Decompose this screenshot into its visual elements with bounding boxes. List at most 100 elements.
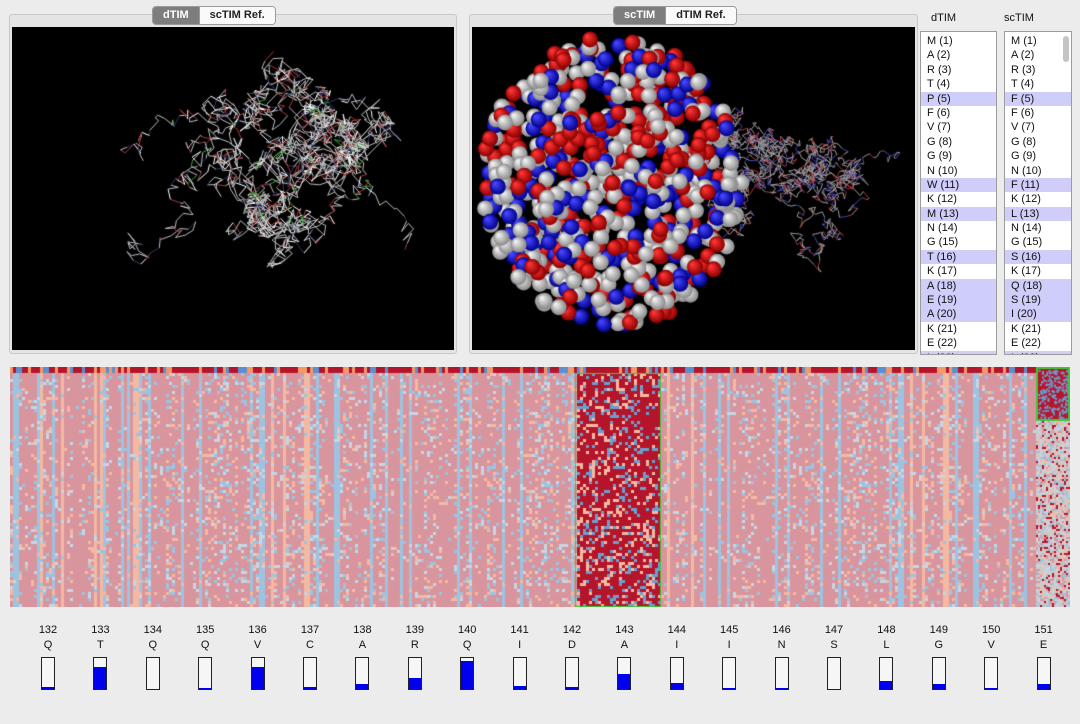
conservation-fill: [408, 678, 421, 689]
residue-list-item[interactable]: F (11): [1005, 177, 1071, 193]
residue-list-item[interactable]: V (7): [1011, 121, 1035, 134]
residue-list-item[interactable]: N (14): [927, 222, 958, 235]
residue-letter: T: [97, 639, 104, 651]
residue-list-item[interactable]: L (23): [921, 350, 996, 354]
position-number: 143: [615, 624, 634, 636]
position-column[interactable]: 137 C: [290, 624, 330, 690]
residue-list-item[interactable]: K (21): [1011, 322, 1041, 335]
conservation-bar: [512, 657, 527, 690]
left-viewer-tabs: dTIM scTIM Ref.: [152, 6, 276, 25]
residue-list-item[interactable]: L (23): [1005, 350, 1071, 354]
position-column[interactable]: 143 A: [604, 624, 644, 690]
position-number: 142: [562, 624, 582, 636]
position-column[interactable]: 149 G: [919, 624, 959, 690]
position-column[interactable]: 133 T: [80, 624, 120, 690]
residue-list-item[interactable]: A (2): [927, 49, 951, 62]
residue-list-item[interactable]: K (17): [927, 265, 957, 278]
conservation-bar: [41, 657, 55, 690]
residue-list-item[interactable]: S (16): [1005, 249, 1071, 265]
residue-list-item[interactable]: G (8): [1011, 135, 1037, 148]
residue-list-item[interactable]: G (15): [927, 236, 959, 249]
tab-dtim-ref[interactable]: dTIM Ref.: [665, 7, 736, 24]
conservation-fill: [1037, 684, 1050, 689]
residue-list-item[interactable]: G (8): [927, 135, 953, 148]
position-column[interactable]: 139 R: [395, 624, 435, 690]
position-number: 150: [982, 624, 1001, 636]
position-column[interactable]: 132 Q: [28, 624, 68, 690]
residue-list-item[interactable]: I (20): [1005, 307, 1071, 322]
position-column[interactable]: 147 S: [814, 624, 854, 690]
residue-list-item[interactable]: K (17): [1011, 265, 1041, 278]
residue-list-item[interactable]: G (15): [1011, 236, 1043, 249]
residue-list-item[interactable]: N (14): [1011, 222, 1042, 235]
dtim-residue-list[interactable]: M (1) A (2) R (3) T (4) P (5) F (6) V (7) G (8)…: [920, 31, 997, 355]
tab-sctim-ref[interactable]: scTIM Ref.: [198, 7, 275, 24]
position-column[interactable]: 136 V: [238, 624, 278, 690]
residue-list-item[interactable]: P (5): [921, 91, 996, 106]
residue-list-item[interactable]: N (10): [927, 164, 958, 177]
residue-list-item[interactable]: E (19): [921, 293, 996, 308]
residue-list-item[interactable]: T (4): [1011, 78, 1035, 91]
residue-list-item[interactable]: L (13): [1005, 206, 1071, 222]
position-column[interactable]: 142 D: [552, 624, 592, 690]
residue-letter: I: [518, 639, 522, 651]
residue-list-item[interactable]: K (12): [1011, 193, 1041, 206]
position-number: 148: [877, 624, 896, 636]
residue-list-item[interactable]: G (9): [1011, 150, 1037, 163]
residue-list-item[interactable]: Q (18): [1005, 278, 1071, 294]
residue-list-item[interactable]: F (5): [1005, 91, 1071, 106]
position-number: 137: [300, 624, 320, 636]
residue-list-item[interactable]: A (2): [1011, 49, 1035, 62]
residue-list-item[interactable]: M (13): [921, 206, 996, 222]
residue-list-item[interactable]: F (6): [1011, 106, 1035, 119]
sequence-heatmap[interactable]: [10, 367, 1070, 607]
sctim-structure-viewer[interactable]: [472, 27, 915, 350]
residue-list-item[interactable]: E (22): [927, 337, 957, 350]
residue-list-item[interactable]: R (3): [927, 63, 952, 76]
residue-list-item[interactable]: T (16): [921, 249, 996, 265]
position-number: 151: [1034, 624, 1053, 636]
conservation-fill: [775, 688, 788, 689]
position-number: 135: [196, 624, 215, 636]
conservation-bar: [145, 657, 160, 690]
residue-list-item[interactable]: A (18): [921, 278, 996, 294]
position-column[interactable]: 138 A: [342, 624, 382, 690]
conservation-fill: [880, 681, 893, 689]
residue-letter: I: [727, 639, 731, 651]
residue-list-item[interactable]: K (21): [927, 322, 957, 335]
position-column[interactable]: 141 I: [500, 624, 540, 690]
position-column[interactable]: 150 V: [971, 624, 1011, 690]
dtim-structure-viewer[interactable]: [12, 27, 454, 350]
residue-list-item[interactable]: W (11): [921, 177, 996, 193]
residue-list-item[interactable]: V (7): [927, 121, 951, 134]
conservation-fill: [356, 684, 369, 689]
conservation-bar: [774, 657, 789, 690]
position-column[interactable]: 148 L: [866, 624, 906, 690]
position-column[interactable]: 144 I: [657, 624, 697, 690]
residue-list-item[interactable]: E (22): [1011, 337, 1041, 350]
position-column[interactable]: 135 Q: [185, 624, 225, 690]
tab-sctim[interactable]: scTIM: [614, 7, 666, 24]
sctim-residue-list[interactable]: M (1) A (2) R (3) T (4) F (5) F (6) V (7) G (8)…: [1004, 31, 1072, 355]
residue-list-item[interactable]: M (1): [927, 35, 953, 47]
residue-list-item[interactable]: R (3): [1011, 63, 1036, 76]
position-column[interactable]: 140 Q: [447, 624, 487, 690]
conservation-bar: [879, 657, 894, 690]
conservation-bar: [931, 657, 946, 690]
list-scrollbar[interactable]: [1063, 36, 1069, 62]
residue-list-item[interactable]: G (9): [927, 150, 953, 163]
residue-list-item[interactable]: F (6): [927, 106, 951, 119]
residue-list-item[interactable]: A (20): [921, 307, 996, 322]
residue-letter: A: [620, 639, 629, 651]
position-column[interactable]: 146 N: [762, 624, 802, 690]
residue-list-item[interactable]: S (19): [1005, 293, 1071, 308]
position-column[interactable]: 145 I: [709, 624, 749, 690]
position-column[interactable]: 151 E: [1024, 624, 1064, 690]
residue-list-item[interactable]: T (4): [927, 78, 951, 91]
conservation-bar: [198, 657, 213, 690]
residue-list-item[interactable]: K (12): [927, 193, 957, 206]
position-column[interactable]: 134 Q: [133, 624, 173, 690]
residue-list-item[interactable]: M (1): [1011, 35, 1037, 47]
tab-dtim[interactable]: dTIM: [153, 7, 199, 24]
residue-list-item[interactable]: N (10): [1011, 164, 1042, 177]
